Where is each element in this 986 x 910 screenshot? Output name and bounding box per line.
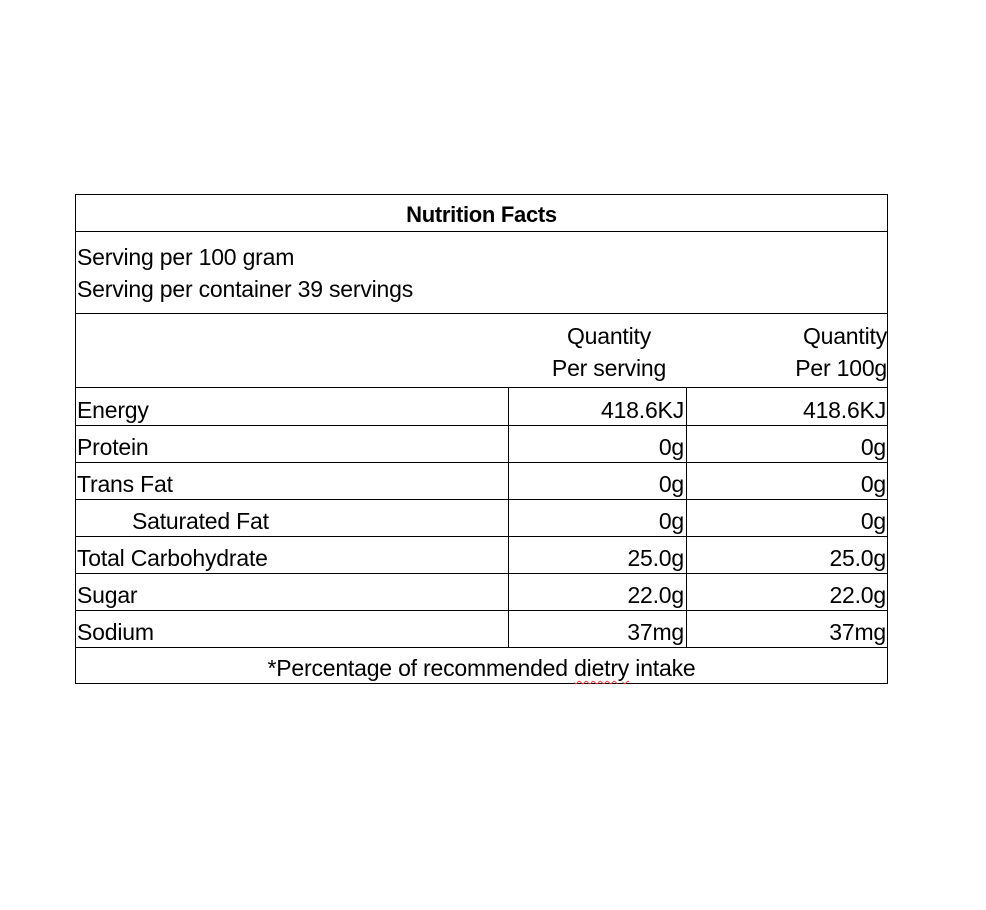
nutrient-name: Total Carbohydrate: [77, 545, 268, 571]
serving-info: Serving per 100 gram Serving per contain…: [77, 241, 413, 305]
value-per-100g: 37mg: [829, 619, 886, 645]
servings-per-container-text: Serving per container 39 servings: [77, 276, 414, 302]
column-header-line: Quantity: [566, 323, 652, 349]
value-per-serving: 25.0g: [627, 545, 684, 571]
row-divider: [76, 462, 887, 463]
nutrient-name: Saturated Fat: [132, 508, 269, 534]
value-per-serving: 0g: [658, 434, 684, 460]
footnote-divider: [76, 647, 887, 648]
header-divider: [76, 387, 887, 388]
nutrient-name: Sugar: [77, 582, 138, 608]
value-per-serving: 22.0g: [627, 582, 684, 608]
nutrition-facts-label: Nutrition Facts Serving per 100 gram Ser…: [75, 194, 888, 684]
value-per-serving: 37mg: [627, 619, 684, 645]
value-per-100g: 0g: [860, 508, 886, 534]
table-row: Trans Fat 0g 0g: [76, 462, 887, 499]
row-divider: [76, 536, 887, 537]
title-divider: [76, 231, 887, 232]
column-header-line: Per 100g: [795, 355, 887, 381]
label-title: Nutrition Facts: [406, 202, 557, 227]
nutrient-name: Trans Fat: [77, 471, 173, 497]
footnote-text-end: intake: [629, 655, 696, 681]
value-per-serving: 0g: [658, 471, 684, 497]
row-divider: [76, 610, 887, 611]
row-divider: [76, 425, 887, 426]
table-row: Protein 0g 0g: [76, 425, 887, 462]
table-row: Total Carbohydrate 25.0g 25.0g: [76, 536, 887, 573]
serving-divider: [76, 313, 887, 314]
nutrient-name: Protein: [77, 434, 149, 460]
value-per-serving: 0g: [658, 508, 684, 534]
column-header-per-100g: Quantity Per 100g: [795, 320, 887, 384]
table-row: Sodium 37mg 37mg: [76, 610, 887, 647]
column-header-line: Quantity: [802, 323, 887, 349]
table-row: Energy 418.6KJ 418.6KJ: [76, 388, 887, 425]
value-per-100g: 0g: [860, 434, 886, 460]
misspelled-word[interactable]: dietry: [574, 655, 630, 681]
value-per-100g: 22.0g: [829, 582, 886, 608]
value-per-100g: 25.0g: [829, 545, 886, 571]
value-per-100g: 418.6KJ: [803, 397, 886, 423]
column-separator-name: [508, 387, 509, 648]
column-separator-per-serving: [686, 387, 687, 648]
value-per-serving: 418.6KJ: [601, 397, 684, 423]
footnote: *Percentage of recommended dietry intake: [76, 648, 887, 685]
table-row: Saturated Fat 0g 0g: [76, 499, 887, 536]
column-header-line: Per serving: [551, 355, 667, 381]
table-row: Sugar 22.0g 22.0g: [76, 573, 887, 610]
row-divider: [76, 499, 887, 500]
footnote-text-start: *Percentage of recommended: [267, 655, 575, 681]
nutrient-name: Sodium: [77, 619, 154, 645]
row-divider: [76, 573, 887, 574]
serving-size-text: Serving per 100 gram: [77, 244, 295, 270]
value-per-100g: 0g: [860, 471, 886, 497]
column-header-per-serving: Quantity Per serving: [529, 320, 689, 384]
nutrient-name: Energy: [77, 397, 149, 423]
